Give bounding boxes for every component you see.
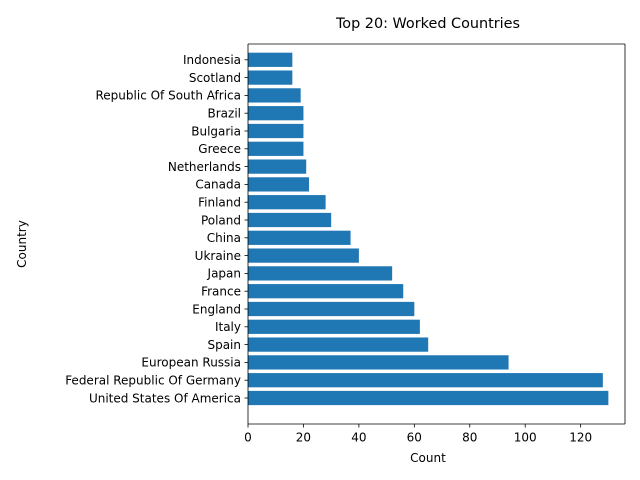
- x-tick-label-100: 100: [514, 431, 537, 445]
- x-axis-title: Count: [410, 451, 446, 465]
- y-tick-label-united-states-of-america: United States Of America: [89, 391, 241, 405]
- bar-european-russia: [248, 355, 509, 370]
- y-tick-label-england: England: [192, 302, 241, 316]
- x-tick-label-60: 60: [407, 431, 422, 445]
- bar-scotland: [248, 70, 293, 85]
- y-tick-label-china: China: [207, 231, 241, 245]
- bar-netherlands: [248, 159, 307, 174]
- bar-canada: [248, 177, 309, 192]
- y-axis-title: Country: [15, 220, 29, 268]
- y-tick-label-canada: Canada: [195, 178, 241, 192]
- y-tick-label-bulgaria: Bulgaria: [191, 124, 241, 138]
- y-tick-label-netherlands: Netherlands: [168, 160, 241, 174]
- bar-france: [248, 284, 404, 299]
- y-tick-label-federal-republic-of-germany: Federal Republic Of Germany: [65, 374, 241, 388]
- y-tick-label-ukraine: Ukraine: [195, 249, 241, 263]
- bar-finland: [248, 195, 326, 210]
- y-tick-label-italy: Italy: [215, 320, 241, 334]
- bar-bulgaria: [248, 123, 304, 139]
- y-tick-label-france: France: [201, 285, 241, 299]
- bar-republic-of-south-africa: [248, 88, 301, 103]
- y-tick-label-japan: Japan: [207, 267, 241, 281]
- bar-japan: [248, 266, 393, 281]
- y-tick-label-scotland: Scotland: [189, 71, 241, 85]
- bar-ukraine: [248, 248, 359, 263]
- y-tick-label-brazil: Brazil: [208, 107, 242, 121]
- y-tick-label-european-russia: European Russia: [141, 356, 241, 370]
- y-tick-label-republic-of-south-africa: Republic Of South Africa: [96, 89, 242, 103]
- ticks-layer: United States Of America Federal Republic…: [65, 53, 592, 444]
- bar-china: [248, 230, 351, 245]
- bar-italy: [248, 319, 420, 334]
- chart-title: Top 20: Worked Countries: [335, 16, 520, 32]
- x-tick-label-80: 80: [462, 431, 477, 445]
- bar-federal-republic-of-germany: [248, 373, 603, 388]
- axes-layer: [247, 43, 626, 425]
- bar-england: [248, 301, 415, 317]
- bar-poland: [248, 212, 332, 228]
- y-tick-label-greece: Greece: [198, 142, 241, 156]
- y-tick-label-spain: Spain: [207, 338, 241, 352]
- bar-indonesia: [248, 52, 293, 67]
- y-tick-label-poland: Poland: [201, 213, 241, 227]
- bars-layer: [248, 52, 609, 406]
- y-tick-label-indonesia: Indonesia: [183, 53, 241, 67]
- x-tick-label-40: 40: [351, 431, 366, 445]
- bar-greece: [248, 141, 304, 156]
- bar-brazil: [248, 106, 304, 121]
- bar-united-states-of-america: [248, 390, 609, 406]
- x-tick-label-20: 20: [296, 431, 311, 445]
- bar-spain: [248, 337, 429, 352]
- x-tick-label-120: 120: [569, 431, 592, 445]
- x-tick-label-0: 0: [244, 431, 252, 445]
- y-tick-label-finland: Finland: [198, 196, 241, 210]
